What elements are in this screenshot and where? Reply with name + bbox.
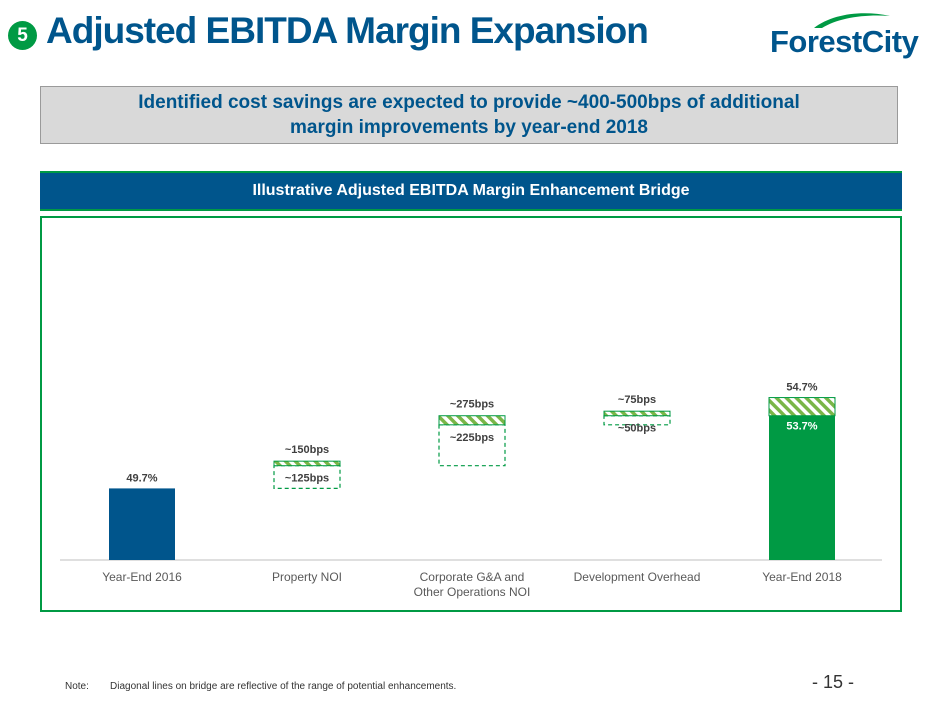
x-tick-label-1-0: Property NOI [272, 570, 342, 584]
bar-year-end-2016 [109, 488, 175, 560]
x-tick-label-3-0: Development Overhead [574, 570, 701, 584]
section-number-badge: 5 [8, 21, 37, 50]
x-tick-label-4-0: Year-End 2018 [762, 570, 842, 584]
bar-year-end-2018 [769, 415, 835, 560]
data-label-low-2: ~225bps [450, 432, 494, 444]
data-label-low-3: ~50bps [618, 423, 656, 435]
increment-base-2 [438, 424, 506, 467]
increment-range-hatch-2 [438, 415, 506, 426]
data-label-year-end-2016: 49.7% [126, 472, 157, 484]
x-tick-label-0-0: Year-End 2016 [102, 570, 182, 584]
x-tick-label-2-1: Other Operations NOI [414, 585, 531, 599]
x-tick-label-2-0: Corporate G&A and [420, 570, 525, 584]
footnote-text: Diagonal lines on bridge are reflective … [110, 681, 457, 692]
data-label-high-1: ~150bps [285, 444, 329, 456]
data-label-low-1: ~125bps [285, 473, 329, 485]
bar-year-end-2018-range-hatch [768, 397, 836, 417]
callout-line-2: margin improvements by year-end 2018 [290, 117, 648, 138]
callout-box: Identified cost savings are expected to … [40, 86, 898, 144]
increment-range-hatch-1 [273, 460, 341, 467]
logo-text: ForestCity [770, 24, 919, 59]
data-label-high-2: ~275bps [450, 399, 494, 411]
logo-swoosh-icon [814, 13, 890, 28]
increment-range-hatch-3 [603, 410, 671, 417]
chart-section-title: Illustrative Adjusted EBITDA Margin Enha… [40, 171, 902, 211]
footnote: Note: Diagonal lines on bridge are reflec… [65, 681, 456, 692]
data-label-year-end-2018-high: 54.7% [786, 382, 817, 394]
chart-frame [40, 216, 902, 612]
data-label-high-3: ~75bps [618, 394, 656, 406]
data-label-year-end-2018: 53.7% [786, 421, 817, 433]
forestcity-logo: ForestCity [770, 10, 919, 65]
increment-base-3 [603, 415, 671, 426]
callout-line-1: Identified cost savings are expected to … [138, 92, 800, 113]
page-number: - 15 - [812, 672, 855, 692]
increment-base-1 [273, 465, 341, 490]
page-title: Adjusted EBITDA Margin Expansion [46, 10, 649, 51]
footnote-label: Note: [65, 681, 89, 692]
